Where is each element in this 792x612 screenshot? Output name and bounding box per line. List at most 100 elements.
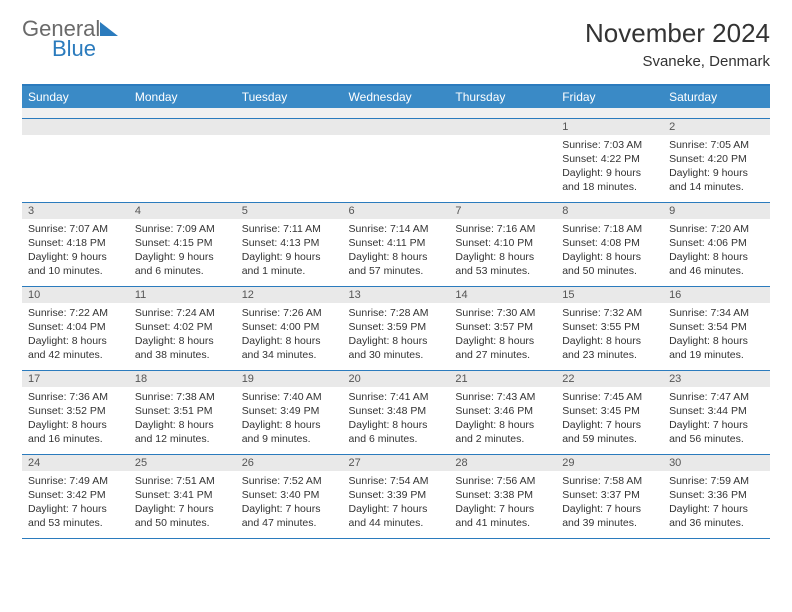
weekday-header: Monday (129, 85, 236, 108)
daylight-line: Daylight: 7 hours and 50 minutes. (135, 502, 230, 530)
cell-body: Sunrise: 7:40 AMSunset: 3:49 PMDaylight:… (236, 387, 343, 450)
sunset-line: Sunset: 3:39 PM (349, 488, 444, 502)
sunrise-line: Sunrise: 7:16 AM (455, 222, 550, 236)
sunrise-line: Sunrise: 7:05 AM (669, 138, 764, 152)
logo-triangle-icon (100, 22, 118, 36)
sunrise-line: Sunrise: 7:22 AM (28, 306, 123, 320)
day-number: 30 (663, 455, 770, 471)
calendar-week-row: 24Sunrise: 7:49 AMSunset: 3:42 PMDayligh… (22, 454, 770, 538)
sunset-line: Sunset: 4:22 PM (562, 152, 657, 166)
calendar-week-row: 3Sunrise: 7:07 AMSunset: 4:18 PMDaylight… (22, 202, 770, 286)
calendar-cell: 15Sunrise: 7:32 AMSunset: 3:55 PMDayligh… (556, 286, 663, 370)
cell-body: Sunrise: 7:41 AMSunset: 3:48 PMDaylight:… (343, 387, 450, 450)
calendar-week-row: 10Sunrise: 7:22 AMSunset: 4:04 PMDayligh… (22, 286, 770, 370)
sunset-line: Sunset: 4:20 PM (669, 152, 764, 166)
sunset-line: Sunset: 4:13 PM (242, 236, 337, 250)
sunrise-line: Sunrise: 7:32 AM (562, 306, 657, 320)
day-number: 15 (556, 287, 663, 303)
header: General Blue November 2024 Svaneke, Denm… (22, 18, 770, 70)
day-number: 23 (663, 371, 770, 387)
calendar-cell: 3Sunrise: 7:07 AMSunset: 4:18 PMDaylight… (22, 202, 129, 286)
calendar-cell: 9Sunrise: 7:20 AMSunset: 4:06 PMDaylight… (663, 202, 770, 286)
cell-body: Sunrise: 7:03 AMSunset: 4:22 PMDaylight:… (556, 135, 663, 198)
daylight-line: Daylight: 9 hours and 18 minutes. (562, 166, 657, 194)
sunrise-line: Sunrise: 7:14 AM (349, 222, 444, 236)
day-number: 14 (449, 287, 556, 303)
daylight-line: Daylight: 9 hours and 1 minute. (242, 250, 337, 278)
calendar-cell: 18Sunrise: 7:38 AMSunset: 3:51 PMDayligh… (129, 370, 236, 454)
calendar-header: SundayMondayTuesdayWednesdayThursdayFrid… (22, 85, 770, 108)
cell-body: Sunrise: 7:14 AMSunset: 4:11 PMDaylight:… (343, 219, 450, 282)
weekday-header: Friday (556, 85, 663, 108)
sunset-line: Sunset: 4:04 PM (28, 320, 123, 334)
day-number: 7 (449, 203, 556, 219)
calendar-week-row: 17Sunrise: 7:36 AMSunset: 3:52 PMDayligh… (22, 370, 770, 454)
calendar-cell: 27Sunrise: 7:54 AMSunset: 3:39 PMDayligh… (343, 454, 450, 538)
calendar-cell: 21Sunrise: 7:43 AMSunset: 3:46 PMDayligh… (449, 370, 556, 454)
sunset-line: Sunset: 3:38 PM (455, 488, 550, 502)
daylight-line: Daylight: 8 hours and 2 minutes. (455, 418, 550, 446)
calendar-cell: 22Sunrise: 7:45 AMSunset: 3:45 PMDayligh… (556, 370, 663, 454)
sunrise-line: Sunrise: 7:45 AM (562, 390, 657, 404)
sunset-line: Sunset: 3:45 PM (562, 404, 657, 418)
cell-body: Sunrise: 7:05 AMSunset: 4:20 PMDaylight:… (663, 135, 770, 198)
sunrise-line: Sunrise: 7:43 AM (455, 390, 550, 404)
sunrise-line: Sunrise: 7:58 AM (562, 474, 657, 488)
calendar-cell (343, 118, 450, 202)
daylight-line: Daylight: 8 hours and 12 minutes. (135, 418, 230, 446)
sunrise-line: Sunrise: 7:26 AM (242, 306, 337, 320)
calendar-cell: 30Sunrise: 7:59 AMSunset: 3:36 PMDayligh… (663, 454, 770, 538)
sunset-line: Sunset: 3:40 PM (242, 488, 337, 502)
daylight-line: Daylight: 7 hours and 56 minutes. (669, 418, 764, 446)
sunrise-line: Sunrise: 7:49 AM (28, 474, 123, 488)
day-number: 3 (22, 203, 129, 219)
day-number: 13 (343, 287, 450, 303)
calendar-cell: 17Sunrise: 7:36 AMSunset: 3:52 PMDayligh… (22, 370, 129, 454)
cell-body: Sunrise: 7:38 AMSunset: 3:51 PMDaylight:… (129, 387, 236, 450)
daylight-line: Daylight: 8 hours and 30 minutes. (349, 334, 444, 362)
sunrise-line: Sunrise: 7:36 AM (28, 390, 123, 404)
daylight-line: Daylight: 7 hours and 44 minutes. (349, 502, 444, 530)
calendar-cell: 20Sunrise: 7:41 AMSunset: 3:48 PMDayligh… (343, 370, 450, 454)
month-title: November 2024 (585, 18, 770, 49)
daylight-line: Daylight: 8 hours and 23 minutes. (562, 334, 657, 362)
calendar-cell: 14Sunrise: 7:30 AMSunset: 3:57 PMDayligh… (449, 286, 556, 370)
sunset-line: Sunset: 3:51 PM (135, 404, 230, 418)
cell-body: Sunrise: 7:34 AMSunset: 3:54 PMDaylight:… (663, 303, 770, 366)
sunrise-line: Sunrise: 7:54 AM (349, 474, 444, 488)
day-number: 29 (556, 455, 663, 471)
calendar-cell: 13Sunrise: 7:28 AMSunset: 3:59 PMDayligh… (343, 286, 450, 370)
sunset-line: Sunset: 3:59 PM (349, 320, 444, 334)
logo-word-blue: Blue (52, 38, 118, 60)
day-number: 8 (556, 203, 663, 219)
sunset-line: Sunset: 4:11 PM (349, 236, 444, 250)
calendar-table: SundayMondayTuesdayWednesdayThursdayFrid… (22, 84, 770, 539)
cell-body: Sunrise: 7:45 AMSunset: 3:45 PMDaylight:… (556, 387, 663, 450)
daylight-line: Daylight: 8 hours and 53 minutes. (455, 250, 550, 278)
daylight-line: Daylight: 8 hours and 34 minutes. (242, 334, 337, 362)
daylight-line: Daylight: 8 hours and 16 minutes. (28, 418, 123, 446)
cell-body: Sunrise: 7:22 AMSunset: 4:04 PMDaylight:… (22, 303, 129, 366)
calendar-cell: 19Sunrise: 7:40 AMSunset: 3:49 PMDayligh… (236, 370, 343, 454)
sunset-line: Sunset: 4:06 PM (669, 236, 764, 250)
sunrise-line: Sunrise: 7:59 AM (669, 474, 764, 488)
calendar-cell (129, 118, 236, 202)
daylight-line: Daylight: 9 hours and 14 minutes. (669, 166, 764, 194)
calendar-cell: 2Sunrise: 7:05 AMSunset: 4:20 PMDaylight… (663, 118, 770, 202)
day-number: 12 (236, 287, 343, 303)
sunrise-line: Sunrise: 7:34 AM (669, 306, 764, 320)
sunset-line: Sunset: 4:02 PM (135, 320, 230, 334)
daylight-line: Daylight: 8 hours and 27 minutes. (455, 334, 550, 362)
calendar-week-row: 1Sunrise: 7:03 AMSunset: 4:22 PMDaylight… (22, 118, 770, 202)
calendar-body: 1Sunrise: 7:03 AMSunset: 4:22 PMDaylight… (22, 108, 770, 538)
logo: General Blue (22, 18, 118, 60)
sunset-line: Sunset: 4:15 PM (135, 236, 230, 250)
sunset-line: Sunset: 4:00 PM (242, 320, 337, 334)
day-number: 4 (129, 203, 236, 219)
calendar-cell: 29Sunrise: 7:58 AMSunset: 3:37 PMDayligh… (556, 454, 663, 538)
cell-body: Sunrise: 7:56 AMSunset: 3:38 PMDaylight:… (449, 471, 556, 534)
day-number: 22 (556, 371, 663, 387)
cell-body: Sunrise: 7:51 AMSunset: 3:41 PMDaylight:… (129, 471, 236, 534)
cell-body: Sunrise: 7:20 AMSunset: 4:06 PMDaylight:… (663, 219, 770, 282)
day-number: 20 (343, 371, 450, 387)
